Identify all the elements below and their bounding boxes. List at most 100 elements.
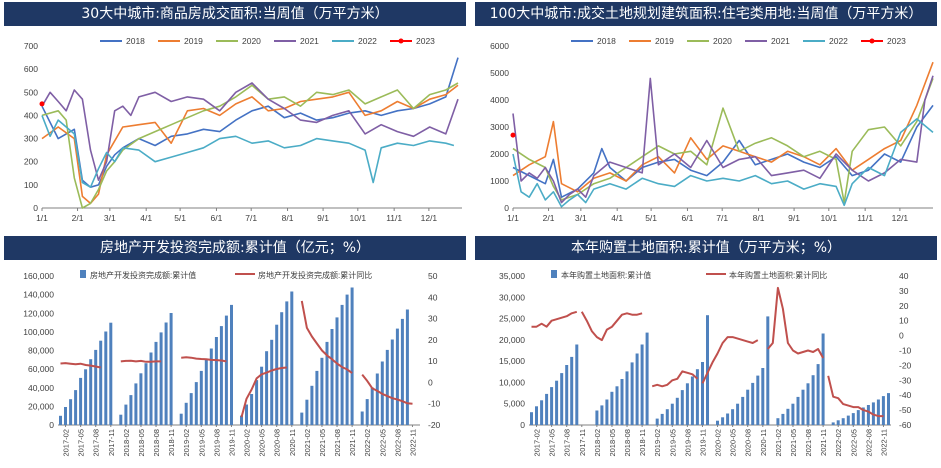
bar — [851, 413, 855, 425]
bar — [400, 318, 404, 425]
bar — [856, 410, 860, 425]
y-right-tick-label: 30 — [428, 314, 438, 324]
x-tick-label: 2017-11 — [107, 429, 116, 456]
bar — [655, 418, 659, 425]
legend-label: 2018 — [126, 36, 145, 46]
bar-series — [530, 315, 890, 425]
bar — [275, 324, 279, 425]
bar — [741, 396, 745, 425]
bar — [360, 411, 364, 425]
series-line-2018 — [41, 57, 459, 188]
x-tick-label: 1/1 — [507, 213, 519, 223]
x-tick-label: 3/1 — [104, 213, 116, 223]
bar — [801, 389, 805, 425]
y-right-tick-label: 10 — [899, 316, 909, 326]
bar — [731, 409, 735, 425]
legend-label: 2018 — [597, 36, 616, 46]
bar — [144, 363, 148, 425]
bar — [605, 399, 609, 425]
bar — [179, 413, 183, 425]
x-tick-label: 2022-08 — [393, 429, 402, 457]
x-tick-label: 2022-11 — [408, 429, 417, 456]
bar — [330, 329, 334, 425]
series-line-2020 — [512, 78, 934, 204]
x-tick-label: 2020-05 — [729, 429, 738, 457]
x-tick-label: 3/1 — [575, 213, 587, 223]
x-tick-label: 2017-08 — [563, 429, 572, 457]
series-line-2021 — [41, 82, 459, 181]
legend-item: 2018 — [100, 36, 145, 46]
y-left-tick-label: 30,000 — [499, 292, 525, 302]
bar — [89, 359, 93, 425]
bar — [866, 405, 870, 425]
y-right-tick-label: -20 — [899, 360, 912, 370]
bar — [345, 294, 349, 425]
y-left-tick-label: 140,000 — [23, 290, 54, 300]
legend-swatch — [80, 270, 86, 278]
bar — [260, 366, 264, 425]
y-tick-label: 5000 — [490, 68, 509, 78]
bar — [721, 417, 725, 425]
x-tick-label: 2018-11 — [638, 429, 647, 456]
legend-item: 2021 — [274, 36, 319, 46]
y-left-tick-label: 20,000 — [28, 401, 54, 411]
x-tick-label: 2020-02 — [243, 429, 252, 457]
bar — [746, 389, 750, 425]
x-tick-label: 2022-05 — [849, 429, 858, 457]
bar — [600, 405, 604, 425]
bar — [154, 341, 158, 425]
bar — [620, 379, 624, 425]
bar — [786, 408, 790, 425]
legend-item: 本年购置土地面积:累计同比 — [706, 270, 827, 280]
y-left-tick-label: 20,000 — [499, 335, 525, 345]
legend-item: 2019 — [629, 36, 674, 46]
y-left-tick-label: 5,000 — [504, 399, 526, 409]
bar — [335, 317, 339, 425]
x-tick-label: 2019-11 — [227, 429, 236, 456]
bar — [134, 383, 138, 425]
bar — [169, 313, 173, 425]
series-line-2019 — [41, 84, 459, 205]
y-left-tick-label: 120,000 — [23, 308, 54, 318]
x-tick-label: 2019-08 — [212, 429, 221, 457]
y-right-tick-label: 40 — [899, 271, 909, 281]
x-tick-label: 8/1 — [282, 213, 294, 223]
bar — [816, 364, 820, 425]
chart-panel-real-estate-investment: 房地产开发投资完成额:累计值（亿元；%） 房地产开发投资完成额:累计值 房地产开发… — [0, 234, 470, 468]
x-tick-label: 2021-08 — [804, 429, 813, 457]
bar — [876, 399, 880, 425]
y-left-tick-label: 40,000 — [28, 383, 54, 393]
x-tick-label: 2020-02 — [714, 429, 723, 457]
bar-line-chart-investment: 房地产开发投资完成额:累计值 房地产开发投资完成额:累计同比 0 20,000 40,0… — [23, 270, 441, 457]
x-tick-label: 2018-02 — [593, 429, 602, 457]
bar — [250, 394, 254, 425]
bar — [370, 387, 374, 425]
bar — [881, 396, 885, 425]
bar — [841, 418, 845, 425]
bar — [385, 349, 389, 425]
bar — [395, 328, 399, 425]
bar — [214, 337, 218, 425]
x-tick-label: 4/1 — [611, 213, 623, 223]
y-left-tick-label: 60,000 — [28, 364, 54, 374]
legend-label: 2020 — [242, 36, 261, 46]
legend-label: 房地产开发投资完成额:累计值 — [90, 270, 196, 280]
x-tick-label: 2022-02 — [834, 429, 843, 457]
legend-item: 2020 — [216, 36, 261, 46]
bar — [350, 287, 354, 425]
x-tick-label: 11/1 — [857, 213, 873, 223]
x-tick-label: 2020-11 — [759, 429, 768, 456]
x-tick-label: 2021-11 — [819, 429, 828, 456]
bar — [184, 402, 188, 425]
y-tick-label: 300 — [24, 134, 38, 144]
bar — [405, 309, 409, 425]
bar — [139, 373, 143, 425]
x-tick-label: 2019-08 — [683, 429, 692, 457]
yoy-line-segment — [361, 373, 413, 405]
bar — [149, 352, 153, 425]
y-tick-label: 4000 — [490, 95, 509, 105]
bar — [680, 390, 684, 425]
legend-label: 2023 — [887, 36, 906, 46]
bar — [675, 397, 679, 425]
bar — [756, 375, 760, 425]
